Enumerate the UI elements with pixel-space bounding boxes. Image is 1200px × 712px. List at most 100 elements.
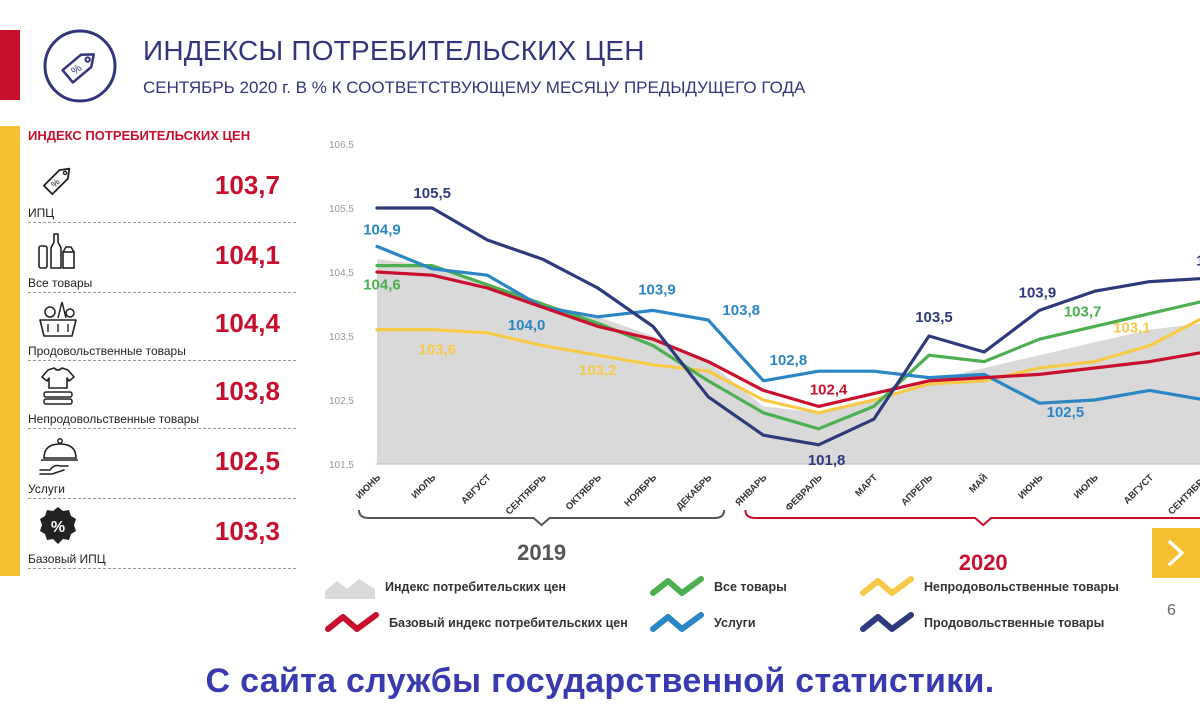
sidebar-item-value: 103,7 bbox=[214, 170, 280, 200]
x-tick-label: ФЕВРАЛЬ bbox=[784, 472, 825, 513]
footer-caption: С сайта службы государственной статистик… bbox=[205, 662, 995, 700]
data-label: 103,6 bbox=[418, 342, 456, 359]
x-tick-label: ЯНВАРЬ bbox=[733, 472, 769, 508]
x-tick-label: ИЮНЬ bbox=[1016, 472, 1045, 501]
sidebar-item-value: 104,4 bbox=[214, 308, 280, 338]
series-line-nonfood bbox=[375, 317, 1200, 415]
legend-item-food: Продовольственные товары bbox=[860, 611, 1104, 635]
legend-area-swatch bbox=[325, 579, 375, 599]
goods-icon bbox=[38, 233, 75, 269]
y-tick-label: 101,5 bbox=[329, 460, 354, 471]
series-line-food bbox=[375, 206, 1200, 447]
data-label: 103,9 bbox=[1019, 284, 1057, 301]
legend-item-base: Базовый индекс потребительских цен bbox=[325, 611, 628, 635]
sidebar-item-label: Услуги bbox=[28, 482, 65, 496]
data-label: 101,8 bbox=[808, 452, 846, 469]
data-label: 103,2 bbox=[579, 362, 617, 379]
sidebar-item-cpi: % ИПЦ 103,7 bbox=[28, 154, 296, 223]
sidebar-item-label: Непродовольственные товары bbox=[28, 412, 200, 426]
x-tick-label: СЕНТЯБРЬ bbox=[504, 472, 549, 517]
price-tag-icon: % bbox=[43, 29, 117, 103]
legend-line-swatch bbox=[650, 612, 704, 632]
x-tick-label: МАЙ bbox=[967, 472, 991, 496]
sidebar-item-services: Услуги 102,5 bbox=[28, 430, 296, 499]
sidebar-item-non-food: Непродовольственные товары 103,8 bbox=[28, 360, 296, 429]
sidebar-item-value: 104,1 bbox=[214, 240, 280, 270]
accent-bar-red bbox=[0, 30, 20, 100]
sidebar-item-value: 103,3 bbox=[214, 516, 280, 546]
legend-label: Продовольственные товары bbox=[924, 616, 1105, 630]
sidebar-item-value: 102,5 bbox=[214, 446, 280, 476]
y-tick-label: 105,5 bbox=[329, 204, 354, 215]
data-label: 104,4 bbox=[1196, 252, 1200, 269]
legend-line-swatch bbox=[860, 576, 914, 596]
x-tick-label: МАРТ bbox=[853, 472, 880, 499]
x-tick-label: ИЮЛЬ bbox=[1072, 472, 1101, 501]
year-bracket bbox=[358, 509, 726, 527]
chevron-right-icon bbox=[1168, 540, 1184, 566]
y-tick-label: 102,5 bbox=[329, 396, 354, 407]
sidebar-item-label: Все товары bbox=[28, 276, 93, 290]
legend-item-goods: Все товары bbox=[650, 575, 787, 599]
sidebar-item-base-cpi: % Базовый ИПЦ 103,3 bbox=[28, 500, 296, 569]
legend-label: Все товары bbox=[714, 580, 787, 594]
svg-text:%: % bbox=[51, 519, 65, 536]
price-tag-icon: % bbox=[42, 167, 71, 196]
data-label: 103,8 bbox=[722, 302, 760, 319]
legend-label: Непродовольственные товары bbox=[924, 580, 1119, 594]
data-label: 102,4 bbox=[810, 381, 848, 398]
data-label: 102,5 bbox=[1047, 404, 1085, 421]
year-label: 2019 bbox=[517, 540, 566, 565]
sidebar-item-label: Продовольственные товары bbox=[28, 344, 186, 358]
year-bracket bbox=[744, 509, 1200, 527]
accent-bar-yellow bbox=[0, 126, 20, 576]
x-tick-label: НОЯБРЬ bbox=[622, 472, 659, 509]
x-tick-label: ДЕКАБРЬ bbox=[674, 472, 714, 512]
sidebar-item-all-goods: Все товары 104,1 bbox=[28, 224, 296, 293]
data-label: 103,5 bbox=[915, 309, 953, 326]
percent-badge-icon: % bbox=[40, 507, 76, 544]
data-label: 105,5 bbox=[413, 185, 451, 202]
x-tick-label: ИЮЛЬ bbox=[409, 472, 438, 501]
data-label: 103,1 bbox=[1113, 320, 1151, 337]
legend-label: Индекс потребительских цен bbox=[385, 580, 566, 594]
y-tick-label: 103,5 bbox=[329, 332, 354, 343]
data-label: 104,9 bbox=[363, 221, 401, 238]
series-line-base bbox=[375, 270, 1200, 408]
legend-item-nonfood: Непродовольственные товары bbox=[860, 575, 1119, 599]
next-slide-button[interactable] bbox=[1152, 528, 1200, 578]
legend-item-cpi: Индекс потребительских цен bbox=[325, 575, 566, 599]
data-label: 103,7 bbox=[1064, 303, 1102, 320]
legend-label: Базовый индекс потребительских цен bbox=[389, 616, 628, 630]
data-label: 103,9 bbox=[638, 281, 676, 298]
series-line-services bbox=[375, 244, 1200, 405]
legend-line-swatch bbox=[325, 612, 379, 632]
data-label: 102,8 bbox=[770, 352, 808, 369]
x-tick-label: ОКТЯБРЬ bbox=[564, 472, 604, 512]
cpi-line-chart: 101,5 102,5 103,5 104,5 105,5 106,5 ИЮНЬ ИЮЛЬ АВ… bbox=[329, 140, 1200, 575]
sidebar-item-value: 103,8 bbox=[214, 376, 280, 406]
sidebar-item-food: Продовольственные товары 104,4 bbox=[28, 292, 296, 361]
sidebar-item-label: Базовый ИПЦ bbox=[28, 552, 106, 566]
x-tick-label: АВГУСТ bbox=[1122, 472, 1156, 506]
data-label: 104,0 bbox=[508, 317, 546, 334]
sidebar-header: ИНДЕКС ПОТРЕБИТЕЛЬСКИХ ЦЕН bbox=[28, 128, 251, 143]
legend-line-swatch bbox=[650, 576, 704, 596]
series-area-cpi bbox=[377, 259, 1200, 464]
x-tick-label: АВГУСТ bbox=[459, 472, 493, 506]
x-tick-label: ИЮНЬ bbox=[354, 472, 383, 501]
service-cloche-icon bbox=[39, 438, 78, 475]
clothes-icon bbox=[41, 367, 75, 405]
year-label: 2020 bbox=[959, 550, 1008, 575]
page-title: ИНДЕКСЫ ПОТРЕБИТЕЛЬСКИХ ЦЕН bbox=[143, 35, 645, 66]
x-tick-label: СЕНТЯБРЬ bbox=[1166, 472, 1200, 517]
page-number: 6 bbox=[1167, 602, 1176, 619]
y-tick-label: 106,5 bbox=[329, 140, 354, 151]
sidebar-item-label: ИПЦ bbox=[28, 206, 55, 220]
legend-label: Услуги bbox=[714, 616, 756, 630]
page-subtitle: СЕНТЯБРЬ 2020 г. В % К СООТВЕТСТВУЮЩЕМУ … bbox=[143, 78, 806, 97]
series-line-goods bbox=[375, 264, 1200, 431]
legend-line-swatch bbox=[860, 612, 914, 632]
data-label: 104,6 bbox=[363, 277, 401, 294]
x-tick-label: АПРЕЛЬ bbox=[899, 472, 935, 508]
